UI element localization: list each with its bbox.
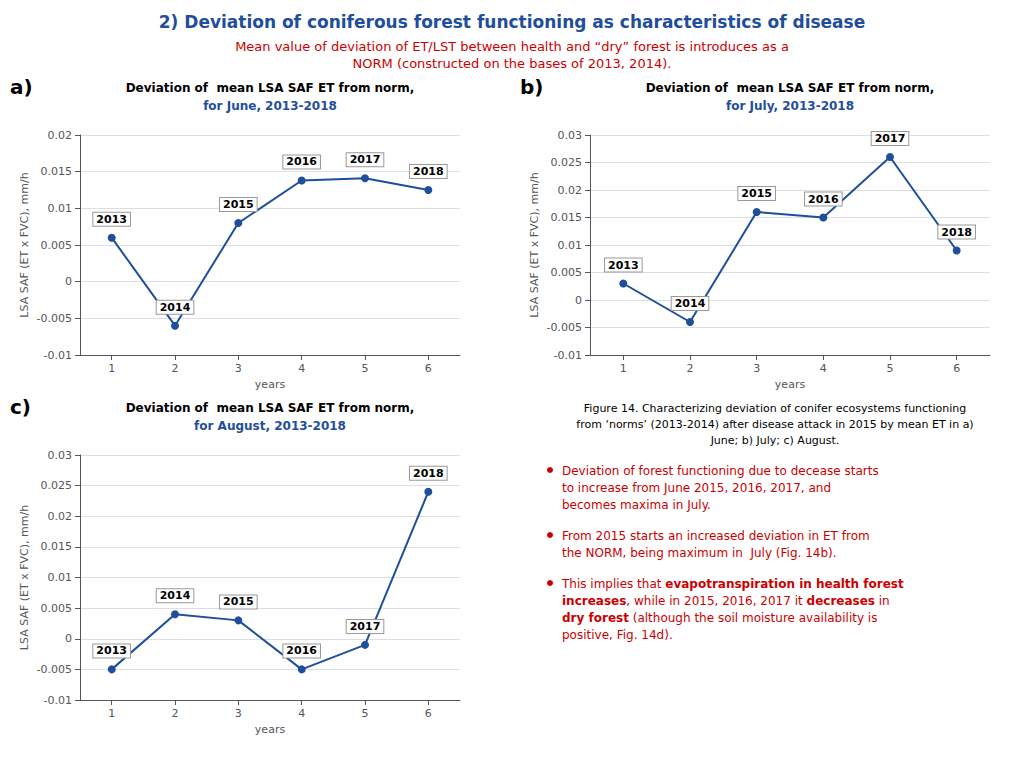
svg-text:1: 1 (620, 362, 627, 375)
svg-text:2018: 2018 (941, 226, 972, 239)
svg-text:Deviation of forest functionin: Deviation of forest functioning due to d… (562, 464, 879, 478)
svg-text:3: 3 (753, 362, 760, 375)
svg-text:0.025: 0.025 (41, 479, 73, 492)
svg-text:2016: 2016 (808, 193, 839, 206)
svg-text:0.02: 0.02 (48, 510, 73, 523)
svg-text:3: 3 (235, 362, 242, 375)
svg-text:Deviation of mean LSA SAF ET: Deviation of mean LSA SAF ET from norm, (646, 81, 935, 95)
svg-text:2015: 2015 (741, 187, 772, 200)
svg-text:0: 0 (575, 294, 582, 307)
svg-text:becomes maxima in July.: becomes maxima in July. (562, 498, 711, 512)
svg-text:NORM (constructed on the bases: NORM (constructed on the bases of 2013, … (353, 56, 672, 71)
svg-text:b): b) (520, 75, 543, 99)
svg-text:2014: 2014 (675, 297, 706, 310)
svg-text:0.015: 0.015 (41, 540, 73, 553)
svg-text:0.03: 0.03 (48, 449, 73, 462)
svg-text:1: 1 (108, 362, 115, 375)
svg-text:-0.005: -0.005 (37, 663, 72, 676)
svg-text:2017: 2017 (350, 620, 381, 633)
svg-text:2) Deviation of coniferous for: 2) Deviation of coniferous forest functi… (159, 12, 866, 32)
svg-text:0: 0 (65, 632, 72, 645)
svg-text:years: years (775, 378, 806, 391)
svg-text:5: 5 (887, 362, 894, 375)
svg-text:2017: 2017 (875, 132, 906, 145)
svg-text:-0.005: -0.005 (37, 312, 72, 325)
svg-text:From 2015 starts an increased: From 2015 starts an increased deviation … (562, 529, 870, 543)
svg-text:Deviation of mean LSA SAF ET: Deviation of mean LSA SAF ET from norm, (126, 401, 415, 415)
svg-text:2015: 2015 (223, 198, 254, 211)
svg-text:years: years (255, 378, 286, 391)
svg-text:0.025: 0.025 (551, 156, 583, 169)
svg-text:0: 0 (65, 275, 72, 288)
svg-text:c): c) (10, 395, 31, 419)
svg-text:(although the soil moisture av: (although the soil moisture availability… (629, 611, 878, 625)
svg-text:0.01: 0.01 (48, 571, 73, 584)
svg-text:increases: increases (562, 594, 626, 608)
svg-text:-0.01: -0.01 (554, 349, 582, 362)
svg-text:in: in (875, 594, 890, 608)
svg-text:2015: 2015 (223, 595, 254, 608)
svg-text:LSA SAF (ET x FVC), mm/h: LSA SAF (ET x FVC), mm/h (18, 172, 31, 317)
svg-text:June; b) July; c) August.: June; b) July; c) August. (710, 434, 840, 447)
svg-text:2013: 2013 (608, 259, 639, 272)
svg-text:1: 1 (108, 707, 115, 720)
svg-text:for August, 2013-2018: for August, 2013-2018 (194, 419, 346, 433)
svg-text:-0.005: -0.005 (547, 321, 582, 334)
svg-text:2014: 2014 (160, 301, 191, 314)
svg-text:0.03: 0.03 (558, 129, 583, 142)
svg-text:LSA SAF (ET x FVC), mm/h: LSA SAF (ET x FVC), mm/h (528, 172, 541, 317)
svg-text:6: 6 (953, 362, 960, 375)
svg-text:for July, 2013-2018: for July, 2013-2018 (726, 99, 854, 113)
svg-text:0.01: 0.01 (48, 202, 73, 215)
svg-text:positive, Fig. 14d).: positive, Fig. 14d). (562, 628, 673, 642)
svg-text:Deviation of mean LSA SAF ET: Deviation of mean LSA SAF ET from norm, (126, 81, 415, 95)
svg-text:5: 5 (362, 707, 369, 720)
svg-text:evapotranspiration in health f: evapotranspiration in health forest (665, 577, 904, 591)
svg-text:-0.01: -0.01 (44, 349, 72, 362)
svg-text:from ‘norms’ (2013-2014) after: from ‘norms’ (2013-2014) after disease a… (576, 418, 973, 431)
svg-text:2016: 2016 (286, 644, 317, 657)
svg-text:3: 3 (235, 707, 242, 720)
svg-text:for June, 2013-2018: for June, 2013-2018 (203, 99, 337, 113)
svg-text:0.015: 0.015 (41, 165, 73, 178)
svg-text:decreases: decreases (807, 594, 875, 608)
svg-text:2018: 2018 (413, 467, 444, 480)
svg-text:This implies that: This implies that (561, 577, 665, 591)
svg-text:0.005: 0.005 (551, 266, 583, 279)
svg-text:6: 6 (425, 707, 432, 720)
svg-text:4: 4 (820, 362, 827, 375)
svg-text:4: 4 (298, 362, 305, 375)
svg-text:0.01: 0.01 (558, 239, 583, 252)
svg-text:2013: 2013 (96, 213, 127, 226)
svg-text:to increase from June 2015, 20: to increase from June 2015, 2016, 2017, … (562, 481, 831, 495)
svg-text:2017: 2017 (350, 153, 381, 166)
svg-text:-0.01: -0.01 (44, 694, 72, 707)
svg-text:the NORM, being maximum in Ju: the NORM, being maximum in July (Fig. 14… (562, 546, 837, 560)
svg-text:4: 4 (298, 707, 305, 720)
svg-text:Figure 14. Characterizing devi: Figure 14. Characterizing deviation of c… (584, 402, 966, 415)
svg-text:, while in 2015, 2016, 2017 it: , while in 2015, 2016, 2017 it (626, 594, 806, 608)
svg-text:2: 2 (687, 362, 694, 375)
svg-text:years: years (255, 723, 286, 736)
svg-text:2018: 2018 (413, 165, 444, 178)
svg-text:2016: 2016 (286, 155, 317, 168)
svg-text:5: 5 (362, 362, 369, 375)
svg-text:0.005: 0.005 (41, 239, 73, 252)
svg-text:a): a) (10, 75, 33, 99)
svg-text:0.02: 0.02 (558, 184, 583, 197)
svg-text:LSA SAF (ET x FVC), mm/h: LSA SAF (ET x FVC), mm/h (18, 505, 31, 650)
svg-text:0.015: 0.015 (551, 211, 583, 224)
svg-text:0.02: 0.02 (48, 129, 73, 142)
svg-text:2014: 2014 (160, 589, 191, 602)
svg-text:dry forest: dry forest (562, 611, 629, 625)
svg-text:Mean value of deviation of ET/: Mean value of deviation of ET/LST betwee… (235, 39, 789, 54)
svg-text:6: 6 (425, 362, 432, 375)
svg-text:0.005: 0.005 (41, 602, 73, 615)
svg-text:2013: 2013 (96, 644, 127, 657)
svg-text:2: 2 (172, 707, 179, 720)
svg-text:2: 2 (172, 362, 179, 375)
